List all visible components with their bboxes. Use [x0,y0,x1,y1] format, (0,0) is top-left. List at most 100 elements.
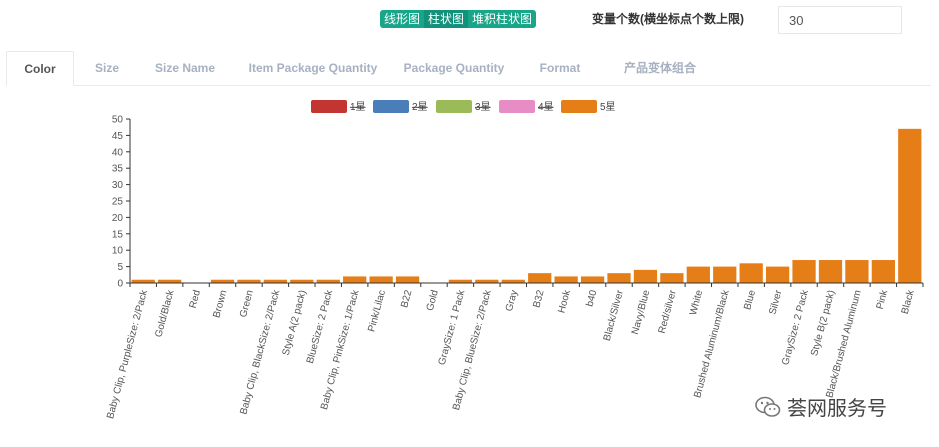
variant-tabs: Color Size Size Name Item Package Quanti… [6,51,931,86]
bar-1 [131,279,155,283]
tab-item-package-quantity[interactable]: Item Package Quantity [248,61,378,75]
legend-item-4: 4星 [499,100,554,113]
x-tick-label: Style B(2 pack) [809,289,837,357]
tab-format[interactable]: Format [539,61,581,75]
x-tick-label: B22 [399,289,414,309]
x-tick-label: GraySize: 2 Pack [780,288,811,366]
line-chart-button[interactable]: 线形图 [384,12,421,26]
watermark-text: 荟网服务号 [787,398,887,420]
chart-legend: 1星 2星 3星 4星 5星 [311,100,616,113]
tab-color[interactable]: Color [6,51,74,86]
wechat-icon [755,396,781,418]
bar-16 [528,273,552,283]
bar-17 [554,276,578,283]
x-tick-label: b40 [585,289,600,308]
tab-size-name[interactable]: Size Name [154,61,216,75]
y-tick-label: 10 [112,246,124,257]
x-tick-label: Black [900,288,917,315]
bar-series [131,128,922,283]
x-tick-label: Silver [767,288,784,316]
legend-label-4: 4星 [538,101,554,113]
y-tick-label: 20 [112,213,124,224]
bar-8 [316,279,340,283]
bar-21 [660,273,684,283]
legend-label-3: 3星 [475,101,491,113]
y-axis: 0 5 10 15 20 25 30 35 40 45 50 [112,115,131,290]
legend-label-2: 2星 [412,101,428,113]
bar-30 [898,128,922,283]
legend-swatch-1 [311,100,347,113]
y-tick-label: 40 [112,147,124,158]
bar-29 [871,260,895,283]
bar-24 [739,263,763,283]
tab-variant-combo[interactable]: 产品变体组合 [623,61,696,75]
legend-swatch-3 [436,100,472,113]
x-tick-label: Gray [504,289,520,313]
x-tick-label: White [688,289,705,317]
y-tick-label: 0 [117,279,123,290]
x-tick-label: B32 [531,289,546,309]
x-tick-label: Style A(2 pack) [281,289,309,357]
chart-type-switch: 线形图 柱状图 堆积柱状图 [380,10,537,28]
bar-15 [501,279,525,283]
bar-20 [633,269,658,283]
x-tick-label: Black/Silver [602,288,626,342]
stacked-bar-chart-button[interactable]: 堆积柱状图 [472,12,533,26]
x-tick-label: Red [188,289,203,310]
y-tick-label: 35 [112,164,124,175]
bar-14 [475,279,499,283]
bar-7 [290,279,314,283]
x-tick-label: Hook [556,288,573,314]
x-tick-label: GraySize: 1 Pack [437,288,468,366]
legend-item-2: 2星 [373,100,428,113]
watermark: 荟网服务号 [755,392,887,421]
legend-swatch-4 [499,100,535,113]
bar-23 [713,266,737,283]
x-tick-label: Gold [425,289,441,312]
bar-18 [580,276,605,283]
bar-19 [607,273,631,283]
x-tick-label: Brown [211,289,229,319]
x-tick-label: Green [238,289,256,319]
x-tick-label: Blue [742,289,758,312]
bar-22 [686,266,710,283]
tab-size[interactable]: Size [94,61,119,75]
bar-10 [369,276,393,283]
bar-13 [448,279,473,283]
x-tick-label: Pink/Lilac [366,289,388,333]
x-tick-label: Navy/Blue [630,289,653,336]
legend-item-1: 1星 [311,100,366,113]
x-tick-label: BlueSize: 2 Pack [305,288,335,365]
legend-swatch-2 [373,100,409,113]
bar-25 [765,266,790,283]
legend-item-5: 5星 [561,100,616,113]
bar-11 [395,276,420,283]
legend-label-5: 5星 [600,101,616,113]
legend-swatch-5 [561,100,597,113]
bar-28 [845,260,869,283]
points-limit-label: 变量个数(横坐标点个数上限) [592,12,744,26]
bar-27 [818,260,843,283]
legend-item-3: 3星 [436,100,491,113]
bar-5 [237,279,261,283]
bar-2 [158,279,182,283]
x-tick-label: Red/silver [657,288,679,334]
x-tick-label: Baby Clip, PurpleSize: 2/Pack [105,288,150,420]
y-tick-label: 50 [112,115,124,126]
bar-6 [263,279,288,283]
y-tick-label: 45 [112,131,124,142]
bar-chart-button[interactable]: 柱状图 [424,10,469,28]
bar-4 [210,279,235,283]
y-tick-label: 5 [117,262,123,273]
y-tick-label: 30 [112,180,124,191]
x-tick-label: Gold/Black [153,288,176,339]
points-limit-input[interactable] [778,6,902,34]
legend-label-1: 1星 [350,101,366,113]
tab-package-quantity[interactable]: Package Quantity [403,61,505,75]
bar-26 [792,260,816,283]
bar-9 [343,276,367,283]
x-tick-label: Pink [875,288,891,311]
y-tick-label: 15 [112,229,124,240]
y-tick-label: 25 [112,197,124,208]
rating-bar-chart: 1星 2星 3星 4星 5星 0 5 10 15 20 25 30 35 40 45 50 Baby Cli… [105,100,924,420]
